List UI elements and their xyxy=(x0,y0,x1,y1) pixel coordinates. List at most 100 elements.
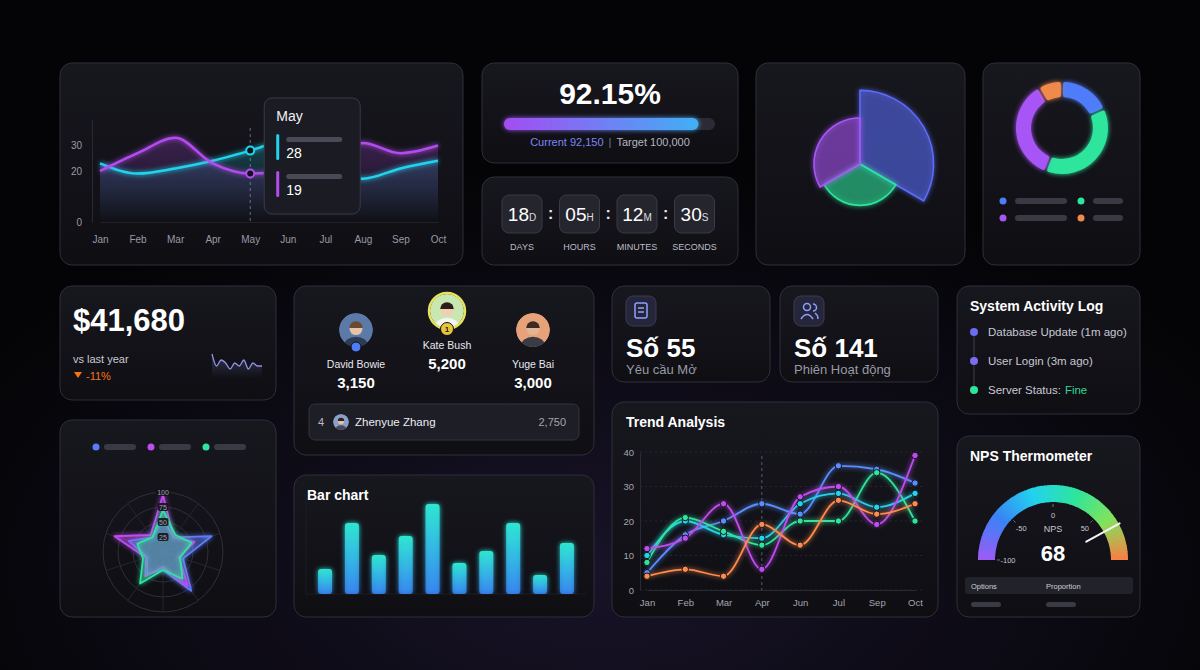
activity-text: User Login (3m ago) xyxy=(988,355,1093,367)
timeline-dot xyxy=(970,386,978,394)
tick: May xyxy=(241,222,260,245)
highlight-point xyxy=(246,170,254,178)
marker xyxy=(835,518,841,524)
bar-panel: Bar chart xyxy=(294,475,594,617)
tick-label: Feb xyxy=(678,597,694,608)
stat-label: Phiên Hoạt động xyxy=(794,362,891,377)
stat-label: Yêu cầu Mở xyxy=(626,362,697,377)
tick-label: 20 xyxy=(71,166,83,177)
legend-placeholder xyxy=(1015,215,1067,221)
countdown-unit: D xyxy=(529,212,536,223)
tick: 10 xyxy=(623,550,640,561)
panel-background xyxy=(482,177,738,265)
tick-label: Feb xyxy=(129,234,147,245)
bar xyxy=(399,536,413,594)
legend-swatch xyxy=(148,444,155,451)
avatar xyxy=(333,414,349,434)
avatar-body xyxy=(521,337,545,356)
avatar-hair xyxy=(338,418,344,421)
marker xyxy=(912,452,918,458)
panel-title: NPS Thermometer xyxy=(970,448,1093,464)
marker xyxy=(720,528,726,534)
marker xyxy=(644,552,650,558)
marker xyxy=(912,518,918,524)
panel-background xyxy=(294,475,594,617)
plot-area xyxy=(814,90,934,205)
activity-item: User Login (3m ago) xyxy=(988,355,1093,367)
countdown-label: MINUTES xyxy=(617,242,658,252)
dashboard: 02030JanFebMarAprMayJunJulAugSepOctMay28… xyxy=(0,0,1200,670)
revenue-panel: $41,680vs last year-11% xyxy=(60,286,276,400)
tick: Apr xyxy=(755,590,770,608)
panel-background xyxy=(482,63,738,163)
tick: Jun xyxy=(793,590,808,608)
series-line xyxy=(647,473,915,563)
icon-stroke xyxy=(804,304,811,311)
marker xyxy=(759,542,765,548)
tick: Aug xyxy=(354,222,372,245)
marker xyxy=(759,501,765,507)
icon-stroke xyxy=(801,315,813,320)
tick-label: 100 xyxy=(157,489,169,496)
countdown-number: 30 xyxy=(681,204,702,225)
row-name: Zhenyue Zhang xyxy=(355,416,436,428)
gauge-needle xyxy=(1086,523,1119,541)
revenue-value: $41,680 xyxy=(73,303,185,338)
progress-target: Target 100,000 xyxy=(616,136,689,148)
sparkline-line xyxy=(212,354,262,369)
panel-background xyxy=(612,402,938,617)
tick: Feb xyxy=(678,590,694,608)
row-score: 2,750 xyxy=(538,416,566,428)
tick-label: 10 xyxy=(623,550,634,561)
radar-grid xyxy=(103,492,223,612)
revenue-change: -11% xyxy=(86,370,111,382)
legend-swatch xyxy=(93,444,100,451)
legend-placeholder xyxy=(104,444,136,450)
gauge-label: NPS xyxy=(1044,524,1063,534)
tooltip-background xyxy=(264,98,360,214)
tick: Jan xyxy=(640,590,655,608)
legend-placeholder xyxy=(159,444,191,450)
panel-background xyxy=(756,63,965,265)
label-patch xyxy=(158,518,169,526)
background xyxy=(0,0,1200,670)
panel-title: System Activity Log xyxy=(970,298,1103,314)
axis-line xyxy=(648,590,916,591)
marker xyxy=(720,518,726,524)
avatar xyxy=(516,313,550,356)
panel-background xyxy=(957,286,1140,414)
tick-label: Sep xyxy=(392,234,410,245)
radar-shape xyxy=(137,510,191,584)
tick-label: 30 xyxy=(623,481,634,492)
column-head: Proportion xyxy=(1046,582,1081,591)
bar xyxy=(479,551,493,594)
plot-area xyxy=(1086,523,1119,541)
tick: Jun xyxy=(280,222,296,245)
countdown-label: DAYS xyxy=(510,242,534,252)
player-name: Yuge Bai xyxy=(512,358,554,370)
avatar-body xyxy=(344,337,368,356)
tick-label: Jun xyxy=(793,597,808,608)
tick-label: -100 xyxy=(1000,556,1015,565)
countdown-value: 05H xyxy=(565,204,593,225)
marker xyxy=(874,511,880,517)
tick: 30 xyxy=(71,140,92,151)
panel-background xyxy=(983,63,1140,265)
progress-value: 92.15% xyxy=(559,77,661,110)
activity-status: Fine xyxy=(1065,384,1087,396)
bar xyxy=(506,523,520,594)
legend-swatch xyxy=(203,444,210,451)
countdown-number: 12 xyxy=(622,204,643,225)
tick-label: 30 xyxy=(71,140,83,151)
axis-line xyxy=(92,121,93,223)
tooltip-placeholder xyxy=(286,137,342,142)
countdown-value: 12M xyxy=(622,204,651,225)
avatar xyxy=(339,313,373,356)
label-patch xyxy=(158,503,169,511)
panel-background xyxy=(294,286,594,455)
bar xyxy=(345,523,359,594)
donut-panel xyxy=(983,63,1140,265)
tooltip-swatch xyxy=(276,171,279,197)
tick: Jul xyxy=(319,222,332,245)
countdown-unit: H xyxy=(586,212,593,223)
